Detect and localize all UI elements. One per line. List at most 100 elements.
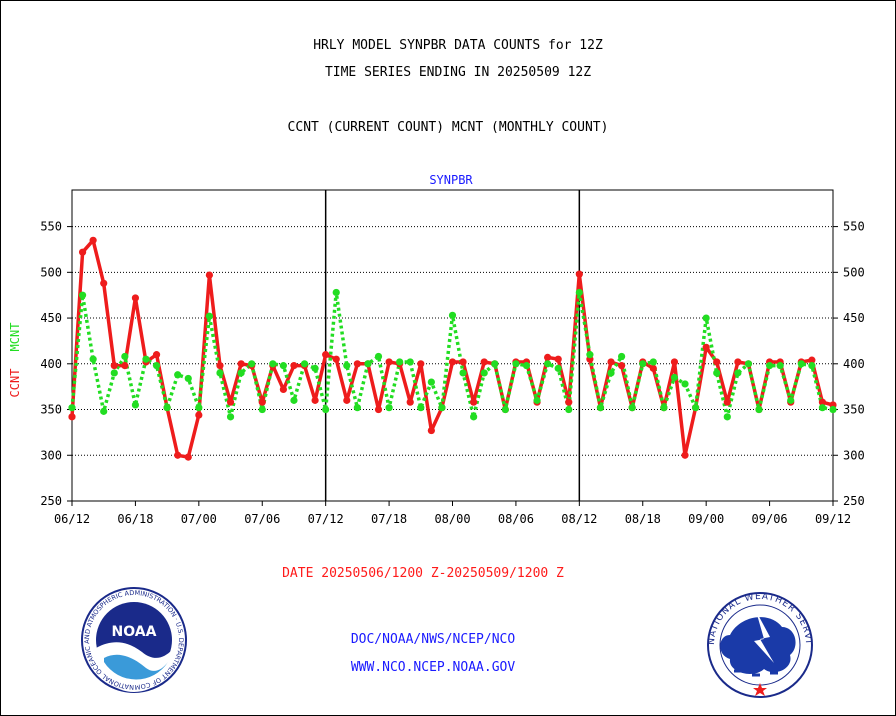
data-point-mcnt [470,413,478,421]
data-point-mcnt [385,404,393,412]
y-tick-label-right: 400 [843,357,865,371]
data-point-mcnt [808,362,816,370]
x-tick-label: 08/06 [498,512,534,526]
data-point-ccnt [152,351,161,359]
data-point-ccnt [279,385,287,394]
y-axis-label: CCNT MCNT [8,323,22,398]
data-point-ccnt [808,356,816,364]
data-point-ccnt [406,398,414,406]
data-point-mcnt [776,362,784,370]
plot-title: SYNPBR [429,173,473,187]
x-tick-label: 09/00 [688,512,724,526]
data-point-ccnt [713,358,721,366]
data-point-mcnt [480,369,488,377]
x-tick-label: 07/12 [308,512,344,526]
data-point-ccnt [374,405,383,414]
data-point-ccnt [544,353,552,361]
data-point-mcnt [744,360,753,368]
data-point-mcnt [364,360,372,368]
data-point-mcnt [681,380,689,388]
data-point-ccnt [332,355,340,363]
data-point-ccnt [723,398,731,406]
data-point-mcnt [417,404,425,412]
data-point-mcnt [216,369,224,377]
y-tick-label-right: 550 [843,220,865,234]
data-point-mcnt [628,404,636,412]
data-point-mcnt [660,404,668,412]
data-point-mcnt [121,352,129,361]
data-point-mcnt [279,362,287,370]
data-point-mcnt [205,312,214,320]
y-tick-label-left: 250 [40,494,62,508]
data-point-ccnt [417,360,425,368]
data-point-mcnt [332,288,340,297]
data-point-ccnt [818,398,827,406]
x-tick-label: 08/18 [625,512,661,526]
data-point-mcnt [670,373,679,382]
data-point-mcnt [829,405,837,414]
data-point-mcnt [438,404,446,412]
data-point-ccnt [702,343,710,351]
x-tick-label: 07/00 [181,512,217,526]
data-point-ccnt [68,413,76,421]
data-point-mcnt [142,355,150,363]
series-layer [68,236,837,461]
data-point-ccnt [470,398,478,406]
data-point-ccnt [607,358,615,366]
data-point-ccnt [100,279,108,287]
data-point-ccnt [480,358,488,366]
y-axis-label-mcnt: MCNT [8,323,22,352]
data-point-mcnt [195,404,203,412]
data-point-mcnt [734,369,742,377]
data-point-ccnt [237,360,245,368]
noaa-logo-icon: NOAA NATIONAL OCEANIC AND ATMOSPHERIC AD… [81,587,187,693]
data-point-ccnt [110,362,118,370]
data-point-mcnt [512,360,520,368]
data-point-mcnt [818,404,827,412]
footer-org-path: DOC/NOAA/NWS/NCEP/NCO [350,632,516,647]
data-point-mcnt [184,374,192,383]
data-point-mcnt [765,362,774,370]
data-point-ccnt [184,453,192,461]
data-point-mcnt [269,360,277,368]
data-point-ccnt [174,451,182,459]
footer-website: WWW.NCO.NCEP.NOAA.GOV [350,660,516,675]
data-point-mcnt [554,364,562,372]
y-tick-label-right: 300 [843,448,865,462]
x-tick-label: 07/18 [371,512,407,526]
data-point-mcnt [174,371,182,379]
data-point-mcnt [459,369,467,377]
data-point-mcnt [544,360,552,368]
x-tick-label: 06/12 [54,512,90,526]
data-point-ccnt [353,360,361,368]
data-point-mcnt [797,360,805,368]
data-point-ccnt [205,271,214,279]
data-point-mcnt [248,360,256,368]
y-tick-label-left: 550 [40,220,62,234]
data-point-mcnt [322,405,330,414]
y-tick-label-right: 350 [843,403,865,417]
footer-date-range: DATE 20250506/1200 Z-20250509/1200 Z [282,566,564,581]
data-point-mcnt [427,378,435,386]
y-tick-label-right: 250 [843,494,865,508]
data-point-ccnt [618,362,626,370]
data-point-mcnt [586,351,594,359]
data-point-ccnt [121,362,129,370]
data-point-mcnt [723,413,731,421]
data-point-mcnt [491,360,499,368]
data-point-ccnt [565,398,573,406]
x-tick-label: 07/06 [244,512,280,526]
data-point-mcnt [522,362,531,370]
y-axis-label-ccnt: CCNT [8,369,22,398]
data-point-mcnt [237,369,245,377]
data-point-mcnt [78,291,87,299]
data-point-ccnt [89,236,97,244]
y-tick-label-left: 300 [40,448,62,462]
data-point-ccnt [427,426,435,435]
chart-title-line-3: CCNT (CURRENT COUNT) MCNT (MONTHLY COUNT… [287,120,609,135]
data-point-ccnt [681,451,689,459]
data-point-ccnt [554,355,562,363]
data-point-mcnt [290,396,298,404]
y-tick-label-left: 350 [40,403,62,417]
data-point-mcnt [311,364,319,372]
